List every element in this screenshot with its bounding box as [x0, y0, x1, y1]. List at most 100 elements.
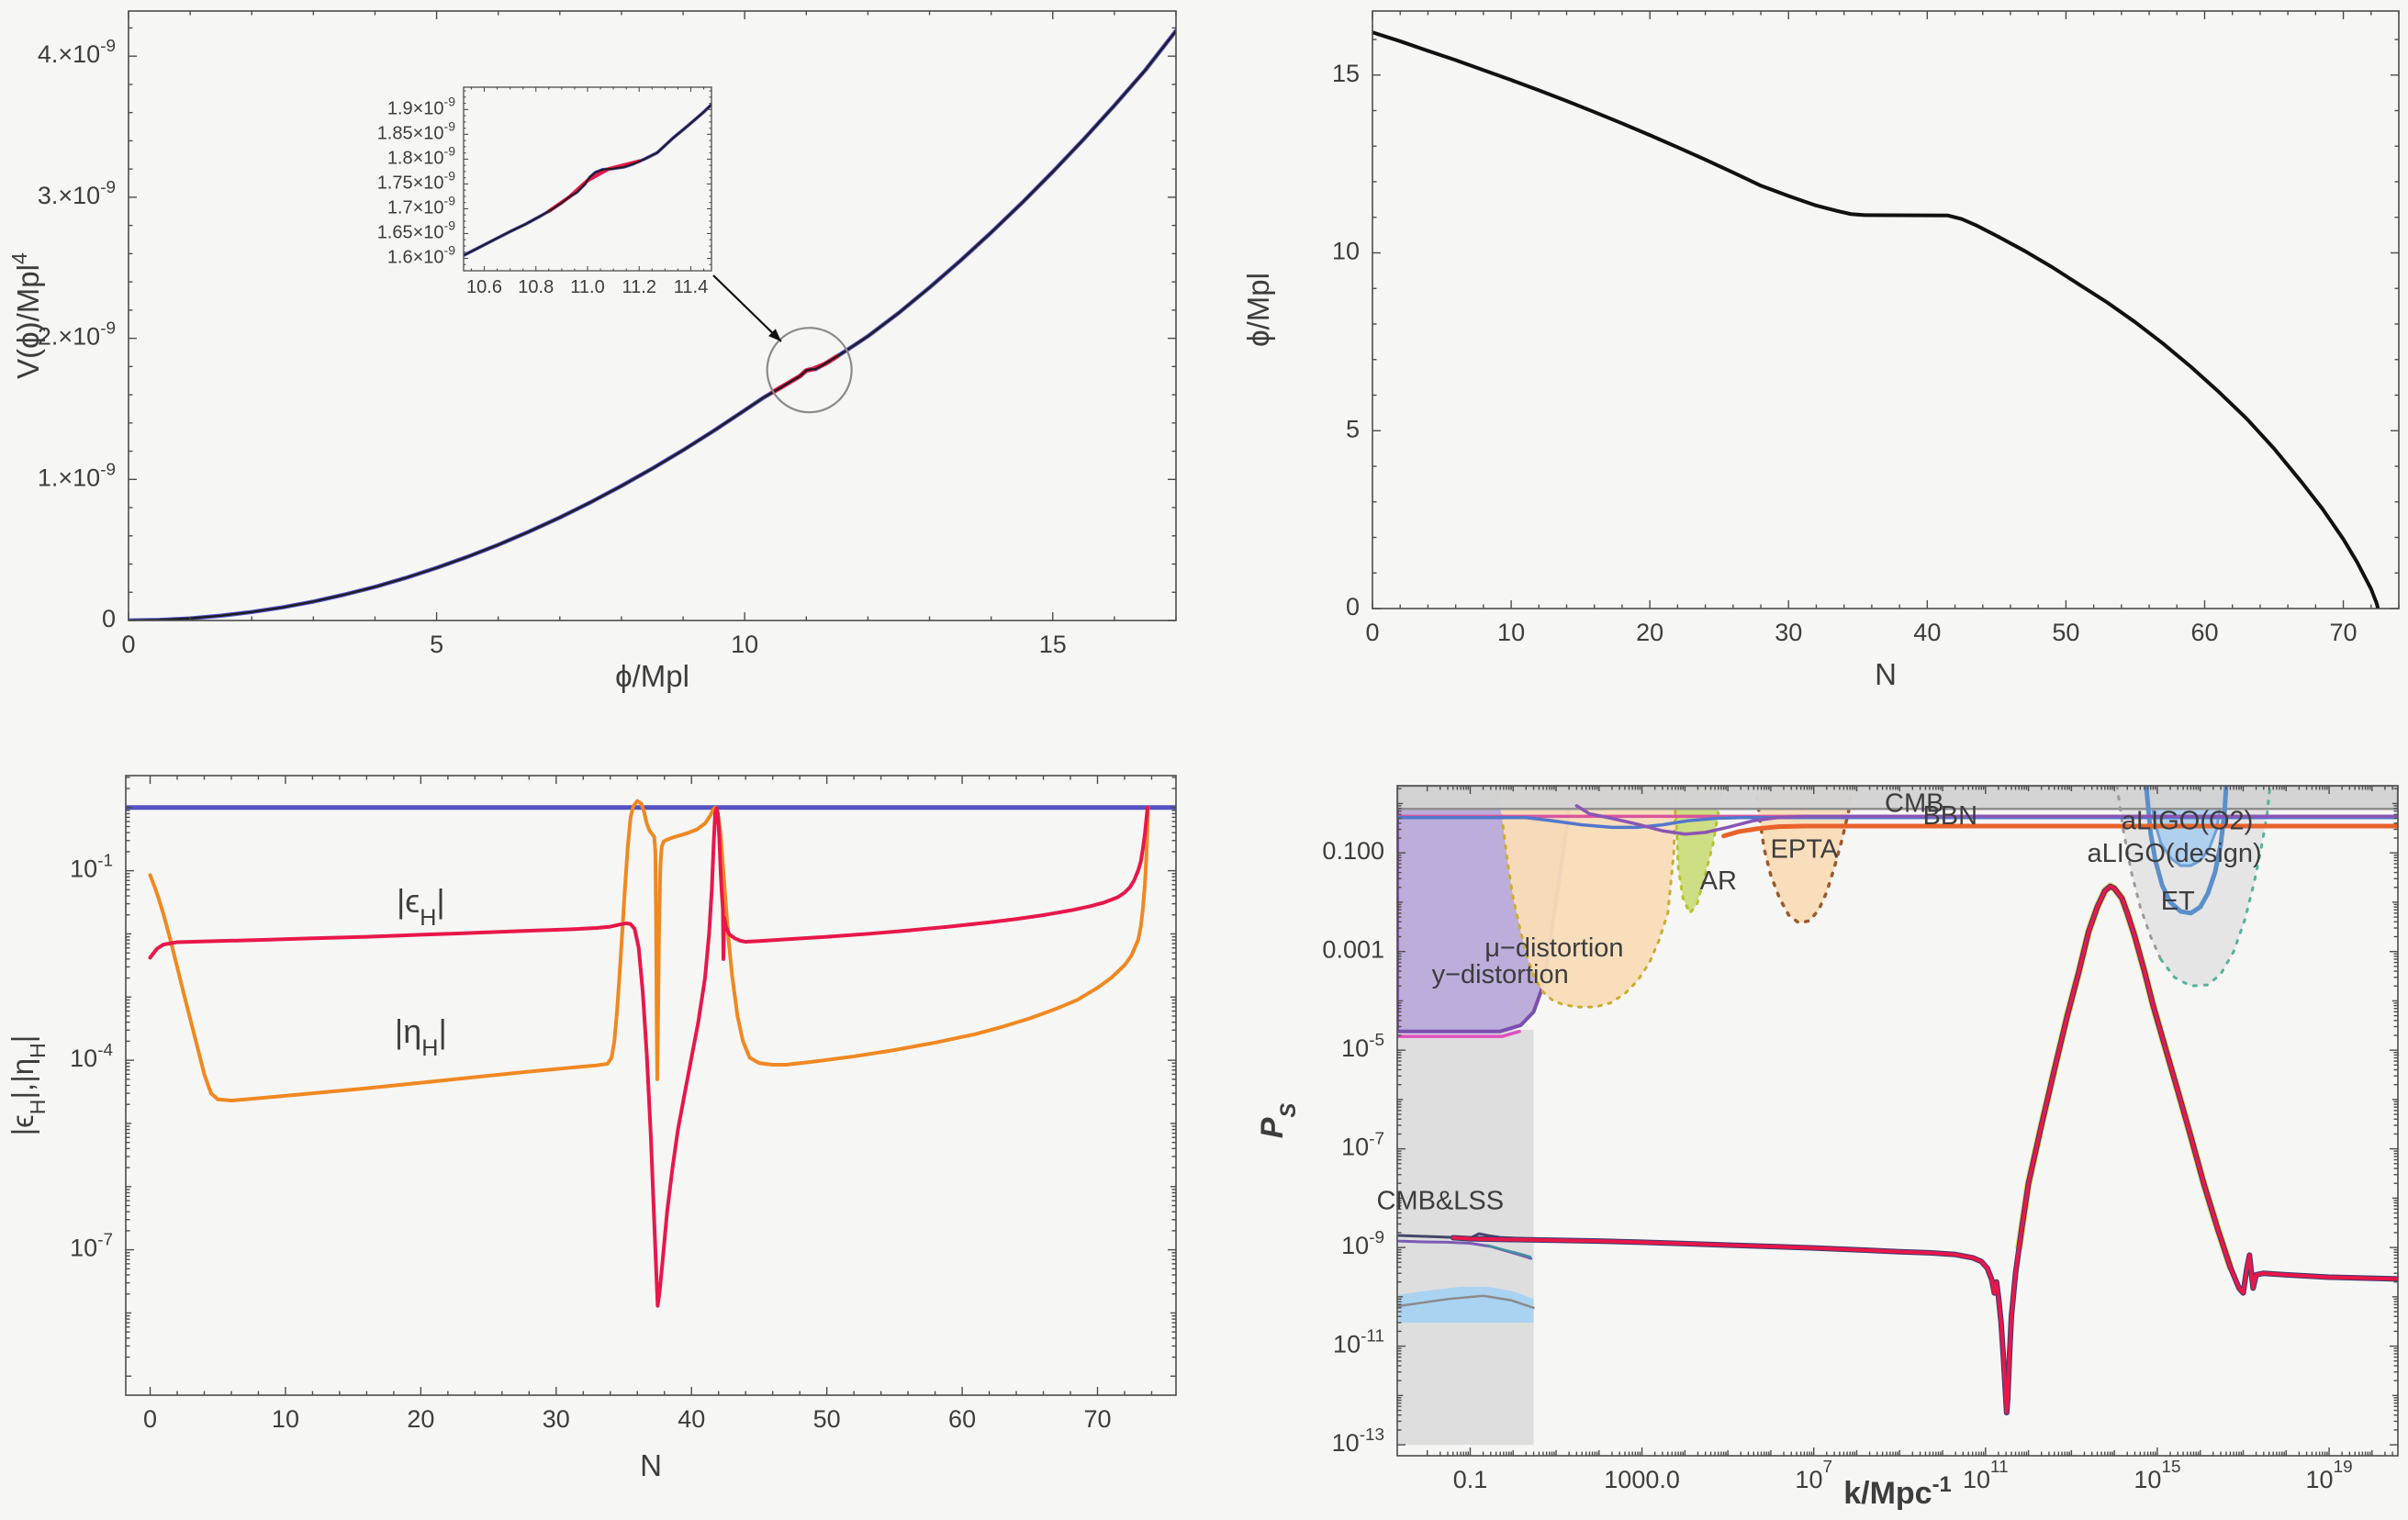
series-ps-curve — [1450, 884, 2398, 1414]
svg-text:2.×10-9: 2.×10-9 — [38, 319, 116, 351]
x-axis-label: k/Mpc-1 — [1843, 1472, 1952, 1512]
svg-text:30: 30 — [543, 1405, 570, 1433]
y-axis-label: PS — [1255, 1103, 1301, 1139]
plot-area — [1397, 786, 2398, 1446]
series-epsilon-H — [148, 805, 1150, 1308]
series-et-right-dashed-edge — [2159, 786, 2272, 988]
svg-text:10-5: 10-5 — [1341, 1031, 1384, 1063]
annotation-label: AR — [1700, 866, 1737, 896]
svg-text:40: 40 — [678, 1405, 705, 1433]
series-et-left-dashed-edge — [2115, 786, 2163, 961]
svg-text:20: 20 — [407, 1405, 434, 1433]
series-blue-top-line — [1397, 815, 2398, 830]
svg-text:10: 10 — [1332, 238, 1360, 265]
svg-text:10-7: 10-7 — [1341, 1129, 1384, 1161]
series-V-black — [129, 29, 1176, 620]
series-phi-curve — [1372, 30, 2380, 609]
series-cmb-teal-line — [1485, 1244, 1532, 1258]
svg-text:50: 50 — [813, 1405, 841, 1433]
plot-area — [126, 799, 1176, 1308]
annotation-label: CMB&LSS — [1376, 1186, 1504, 1215]
svg-text:60: 60 — [2190, 619, 2218, 646]
plot-area — [1372, 30, 2380, 609]
svg-text:10-1: 10-1 — [70, 851, 113, 883]
svg-text:1011: 1011 — [1963, 1458, 2009, 1493]
annotation-label: BBN — [1922, 801, 1977, 831]
annotation-label: μ−distortion — [1484, 933, 1623, 963]
series-inset-black — [464, 103, 711, 257]
svg-text:10.8: 10.8 — [518, 277, 554, 297]
x-axis-label: N — [640, 1448, 662, 1482]
svg-text:1.8×10-9: 1.8×10-9 — [387, 143, 455, 169]
annotation-label: ET — [2161, 887, 2195, 916]
svg-text:11.0: 11.0 — [570, 277, 604, 297]
series-purple-top-line — [1574, 804, 2398, 836]
zoom-circle — [766, 327, 853, 414]
svg-text:10-13: 10-13 — [1332, 1425, 1384, 1458]
series-lss-gray-line — [1397, 1294, 1535, 1310]
svg-text:10.6: 10.6 — [466, 277, 502, 297]
svg-text:0.100: 0.100 — [1322, 837, 1384, 865]
svg-text:30: 30 — [1775, 619, 1802, 646]
chart-slow_roll_parameters: 0 10 20 30 40 50 60 70 10-1 10-4 10-7 N |ϵH|,|ηH| |ϵH… — [6, 775, 1177, 1482]
series-bbn-line — [1721, 823, 2398, 839]
annotation-label: |ηH| — [395, 1012, 447, 1061]
annotation-label: |ϵH| — [397, 882, 445, 931]
panel-slow-roll: 0 10 20 30 40 50 60 70 10-1 10-4 10-7 N |ϵH|,|ηH| |ϵH… — [0, 758, 1204, 1515]
region-et-region — [2117, 786, 2270, 987]
arrow-head — [768, 329, 781, 341]
svg-text:10-11: 10-11 — [1333, 1326, 1384, 1358]
svg-text:10-9: 10-9 — [1341, 1228, 1384, 1260]
inset-plot-area — [464, 103, 711, 258]
svg-text:1.7×10-9: 1.7×10-9 — [387, 193, 455, 218]
svg-text:0.001: 0.001 — [1322, 936, 1384, 964]
svg-text:0: 0 — [121, 631, 135, 658]
svg-text:4.×10-9: 4.×10-9 — [38, 37, 116, 69]
svg-text:0: 0 — [1346, 593, 1360, 620]
svg-text:10: 10 — [272, 1405, 299, 1433]
svg-text:1.9×10-9: 1.9×10-9 — [387, 94, 455, 119]
svg-text:10-4: 10-4 — [70, 1041, 113, 1073]
svg-text:11.4: 11.4 — [674, 277, 708, 297]
svg-text:15: 15 — [1332, 60, 1360, 87]
chart-potential: 0 5 10 15 0 1.×10-9 2.×10-9 3.×10-9 4.×10-9 ϕ/Mpl… — [7, 10, 1177, 693]
svg-text:60: 60 — [948, 1405, 976, 1433]
svg-text:1.75×10-9: 1.75×10-9 — [377, 168, 456, 194]
region-epta-region — [1753, 786, 1854, 925]
chart-scalar_power_spectrum: 0.1 1000.0 107 1011 1015 1019 0.100 0.001 10-5 10… — [1255, 785, 2399, 1512]
panel-potential: 0 5 10 15 0 1.×10-9 2.×10-9 3.×10-9 4.×10-9 ϕ/Mpl… — [0, 0, 1204, 757]
svg-text:40: 40 — [1913, 619, 1941, 646]
svg-text:10-7: 10-7 — [70, 1230, 113, 1262]
svg-text:1015: 1015 — [2134, 1458, 2180, 1493]
svg-text:5: 5 — [1346, 415, 1360, 442]
annotation-label: y−distortion — [1432, 960, 1569, 989]
chart-phi_of_N: 0 10 20 30 40 50 60 70 0 5 10 15 Nϕ/Mpl — [1241, 10, 2400, 691]
svg-text:10: 10 — [1497, 619, 1525, 646]
annotation-label: CMB — [1885, 788, 1943, 818]
plot-area — [129, 28, 1176, 620]
svg-text:0.1: 0.1 — [1453, 1466, 1488, 1493]
svg-text:1.×10-9: 1.×10-9 — [38, 460, 116, 492]
region-mu-distortion-region — [1495, 786, 1678, 1009]
svg-text:10: 10 — [731, 631, 758, 658]
annotation-label: EPTA — [1771, 834, 1839, 864]
svg-text:5: 5 — [430, 631, 443, 658]
annotation-label: aLIGO(O2) — [2122, 807, 2253, 836]
x-axis-label: ϕ/Mpl — [615, 659, 689, 693]
y-axis-label: ϕ/Mpl — [1241, 273, 1275, 347]
svg-text:1.6×10-9: 1.6×10-9 — [387, 242, 455, 268]
y-axis-label: |ϵH|,|ηH| — [6, 1035, 50, 1136]
svg-text:70: 70 — [2330, 619, 2358, 646]
region-cmb-lss-lightblue-band — [1398, 1286, 1534, 1323]
svg-text:0: 0 — [143, 1405, 157, 1433]
svg-text:15: 15 — [1039, 631, 1067, 658]
svg-text:70: 70 — [1083, 1405, 1111, 1433]
svg-text:107: 107 — [1795, 1458, 1832, 1493]
svg-text:1.65×10-9: 1.65×10-9 — [377, 218, 456, 243]
svg-text:3.×10-9: 3.×10-9 — [38, 177, 116, 209]
x-axis-label: N — [1875, 657, 1897, 691]
svg-text:0: 0 — [1365, 619, 1379, 646]
svg-text:1000.0: 1000.0 — [1604, 1466, 1680, 1493]
annotation-label: aLIGO(design) — [2087, 839, 2261, 868]
